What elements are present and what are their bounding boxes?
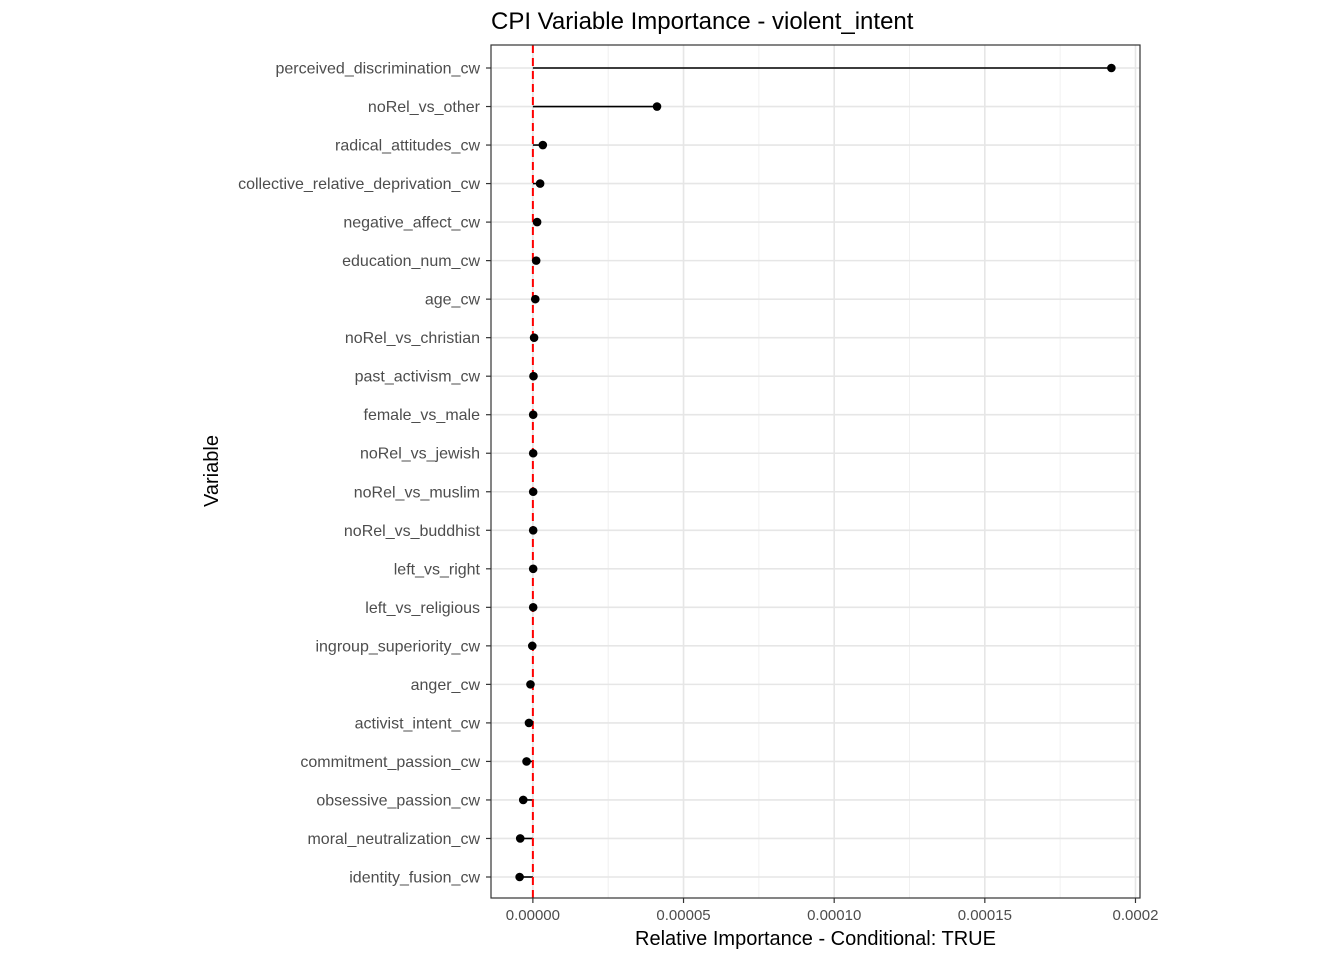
y-tick-label: perceived_discrimination_cw (275, 61, 480, 78)
y-tick-label: negative_affect_cw (343, 215, 480, 232)
x-axis: 0.00000 0.00005 0.00010 0.00015 0.0002 (506, 898, 1159, 924)
data-point (528, 564, 538, 574)
y-tick-label: female_vs_male (364, 407, 481, 424)
y-tick-label: collective_relative_deprivation_cw (238, 176, 480, 193)
x-tick-label: 0.00005 (656, 907, 710, 924)
y-tick-label: obsessive_passion_cw (316, 792, 480, 809)
y-tick-label: past_activism_cw (355, 369, 481, 386)
data-point (528, 603, 538, 612)
data-point (526, 680, 535, 689)
chart-title: CPI Variable Importance - violent_intent (491, 8, 914, 35)
data-point (515, 834, 525, 843)
panel-background (491, 45, 1140, 898)
x-axis-label: Relative Importance - Conditional: TRUE (635, 928, 996, 950)
data-point (535, 179, 545, 188)
data-point (518, 795, 528, 805)
y-tick-label: anger_cw (411, 677, 481, 694)
y-tick-label: age_cw (425, 292, 481, 309)
y-tick-label: moral_neutralization_cw (307, 831, 480, 848)
y-tick-label: commitment_passion_cw (300, 754, 480, 771)
panel-border (490, 44, 1141, 899)
grid (491, 45, 1140, 898)
y-tick-label: radical_attitudes_cw (335, 138, 480, 155)
data-point (531, 256, 541, 265)
marks (515, 45, 1116, 898)
x-tick-label: 0.00000 (506, 907, 560, 924)
y-tick-label: left_vs_right (394, 561, 481, 578)
data-point (538, 140, 548, 150)
data-point (529, 333, 539, 342)
data-point (532, 217, 542, 227)
data-point (1107, 63, 1116, 73)
x-tick-label: 0.00015 (958, 907, 1012, 924)
data-point (515, 872, 524, 882)
y-tick-label: noRel_vs_other (368, 99, 481, 116)
y-axis: perceived_discrimination_cw noRel_vs_othe… (238, 61, 491, 887)
x-tick-label: 0.00010 (807, 907, 861, 924)
data-point (524, 718, 534, 728)
data-point (528, 525, 538, 535)
y-tick-label: noRel_vs_buddhist (344, 523, 481, 540)
y-tick-label: identity_fusion_cw (349, 870, 480, 887)
y-tick-label: noRel_vs_christian (345, 330, 480, 347)
data-point (528, 410, 538, 420)
y-tick-label: education_num_cw (342, 253, 480, 270)
x-tick-label: 0.0002 (1113, 907, 1159, 924)
data-point (529, 371, 538, 381)
y-tick-label: noRel_vs_muslim (354, 484, 480, 501)
y-tick-label: left_vs_religious (365, 600, 480, 617)
data-point (528, 487, 538, 497)
data-point (522, 757, 531, 766)
y-tick-label: activist_intent_cw (355, 715, 481, 732)
y-axis-label: Variable (201, 435, 223, 507)
y-tick-label: noRel_vs_jewish (360, 446, 480, 463)
data-point (528, 448, 538, 458)
y-tick-label: ingroup_superiority_cw (315, 638, 480, 655)
data-point (527, 641, 537, 651)
data-point (652, 102, 662, 111)
data-point (530, 294, 540, 304)
